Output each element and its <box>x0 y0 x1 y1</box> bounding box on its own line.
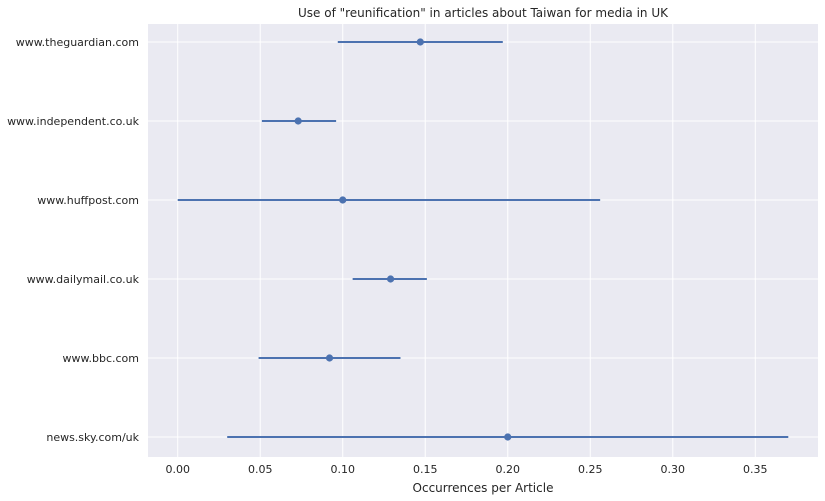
x-tick-label-7: 0.35 <box>743 463 768 476</box>
point-3 <box>386 275 395 283</box>
x-tick-label-3: 0.15 <box>413 463 438 476</box>
point-2 <box>339 196 347 204</box>
plot-area <box>148 24 818 457</box>
x-tick-label-1: 0.05 <box>248 463 273 476</box>
x-tick-label-0: 0.00 <box>165 463 190 476</box>
x-tick-label-2: 0.10 <box>330 463 355 476</box>
point-5 <box>504 433 512 441</box>
x-axis-label: Occurrences per Article <box>413 481 554 495</box>
x-tick-label-4: 0.20 <box>496 463 521 476</box>
point-0 <box>416 38 424 46</box>
x-gridlines <box>177 24 756 457</box>
x-tick-label-6: 0.30 <box>661 463 686 476</box>
point-1 <box>294 117 302 125</box>
chart-title: Use of "reunification" in articles about… <box>298 6 669 20</box>
x-tick-labels: 0.00 0.05 0.10 0.15 0.20 0.25 0.30 0.35 <box>165 463 767 476</box>
y-tick-labels: www.theguardian.com www.independent.co.uk… <box>7 36 140 444</box>
x-tick-label-5: 0.25 <box>578 463 603 476</box>
y-tick-label-1: www.independent.co.uk <box>7 115 140 128</box>
y-tick-label-2: www.huffpost.com <box>37 194 139 207</box>
y-tick-label-5: news.sky.com/uk <box>46 431 139 444</box>
y-tick-label-3: www.dailymail.co.uk <box>27 273 140 286</box>
y-tick-label-0: www.theguardian.com <box>16 36 139 49</box>
error-bars <box>177 38 789 441</box>
point-4 <box>325 354 334 362</box>
y-tick-label-4: www.bbc.com <box>63 352 139 365</box>
